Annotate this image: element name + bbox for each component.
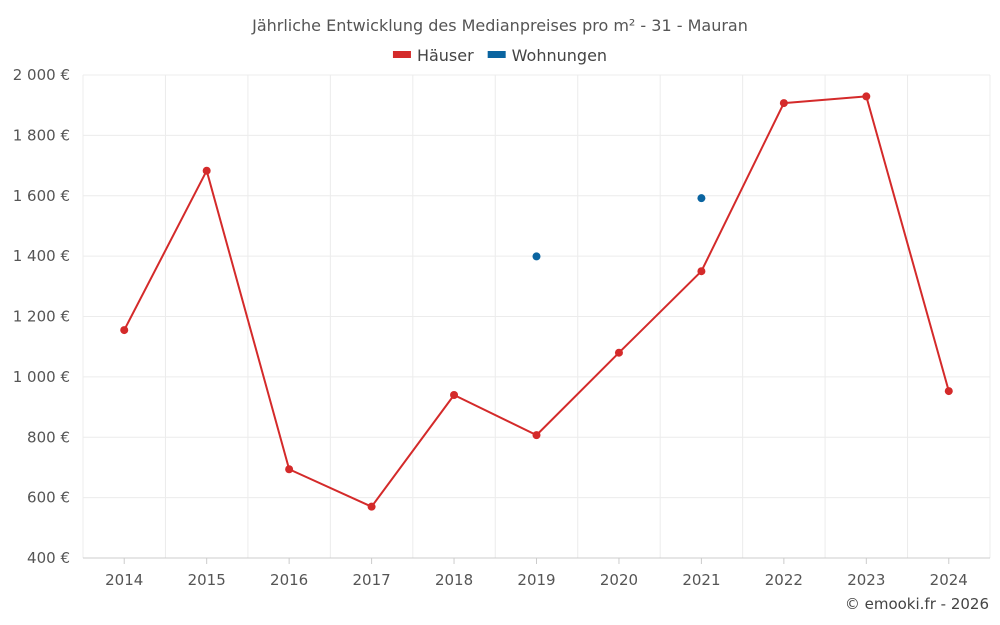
y-tick-label: 1 600 € bbox=[13, 187, 70, 205]
series bbox=[120, 92, 953, 511]
y-tick-label: 1 000 € bbox=[13, 368, 70, 386]
data-point[interactable] bbox=[532, 252, 541, 261]
legend-label: Wohnungen bbox=[512, 46, 607, 65]
y-tick-label: 1 200 € bbox=[13, 308, 70, 326]
data-point[interactable] bbox=[532, 431, 541, 440]
x-tick-label: 2019 bbox=[517, 571, 555, 589]
legend-swatch bbox=[392, 51, 411, 58]
legend-label: Häuser bbox=[417, 46, 474, 65]
series-0 bbox=[120, 92, 953, 511]
data-point[interactable] bbox=[202, 166, 211, 175]
data-point[interactable] bbox=[697, 267, 706, 276]
x-tick-label: 2023 bbox=[847, 571, 885, 589]
legend[interactable]: Häuser Wohnungen bbox=[392, 46, 607, 65]
data-point[interactable] bbox=[367, 502, 376, 511]
y-tick-label: 400 € bbox=[27, 549, 70, 567]
legend-item-1[interactable]: Wohnungen bbox=[487, 46, 607, 65]
data-point[interactable] bbox=[450, 390, 459, 399]
grid bbox=[82, 74, 991, 558]
data-point[interactable] bbox=[120, 326, 129, 335]
data-point[interactable] bbox=[697, 194, 706, 203]
data-point[interactable] bbox=[614, 348, 623, 357]
y-tick-label: 2 000 € bbox=[13, 66, 70, 84]
y-tick-label: 600 € bbox=[27, 489, 70, 507]
y-tick-label: 800 € bbox=[27, 428, 70, 446]
data-point[interactable] bbox=[944, 387, 953, 396]
legend-swatch bbox=[487, 51, 506, 58]
x-tick-label: 2015 bbox=[188, 571, 226, 589]
data-point[interactable] bbox=[285, 465, 294, 474]
chart-title: Jährliche Entwicklung des Medianpreises … bbox=[251, 16, 748, 35]
x-tick-label: 2018 bbox=[435, 571, 473, 589]
data-point[interactable] bbox=[779, 99, 788, 108]
x-tick-label: 2022 bbox=[765, 571, 803, 589]
x-tick-label: 2020 bbox=[600, 571, 638, 589]
x-tick-label: 2014 bbox=[105, 571, 143, 589]
axes: 400 € 600 € 800 € 1 000 € 1 200 € 1 400 € 1 60… bbox=[13, 66, 990, 589]
x-tick-label: 2021 bbox=[682, 571, 720, 589]
x-tick-label: 2017 bbox=[352, 571, 390, 589]
legend-item-0[interactable]: Häuser bbox=[392, 46, 474, 65]
y-tick-label: 1 400 € bbox=[13, 247, 70, 265]
data-point[interactable] bbox=[862, 92, 871, 101]
series-1 bbox=[532, 194, 706, 261]
x-tick-label: 2024 bbox=[930, 571, 968, 589]
y-tick-label: 1 800 € bbox=[13, 126, 70, 144]
x-tick-label: 2016 bbox=[270, 571, 308, 589]
footer-credit: © emooki.fr - 2026 bbox=[845, 595, 989, 613]
